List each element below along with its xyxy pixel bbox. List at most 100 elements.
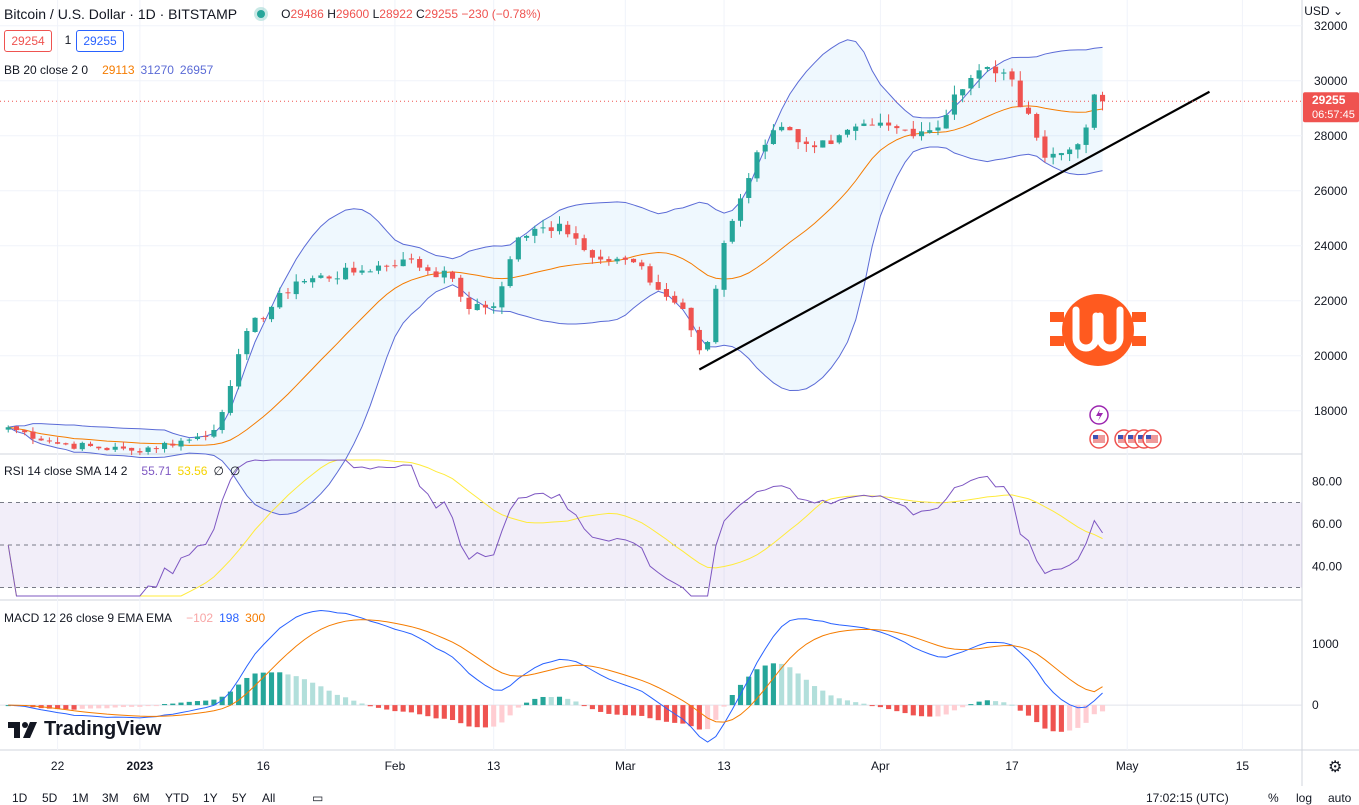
rsi-legend[interactable]: RSI 14 close SMA 14 2 55.71 53.56 ∅ ∅ (4, 464, 240, 478)
macd-hist-bar (482, 705, 488, 728)
macd-hist-bar (770, 663, 776, 706)
currency-select[interactable]: USD ⌄ (1304, 4, 1343, 18)
macd-label: MACD 12 26 close 9 EMA EMA (4, 611, 173, 625)
macd-hist-bar (104, 705, 110, 709)
macd-hist-bar (449, 705, 456, 721)
macd-hist-bar (705, 705, 711, 730)
macd-hist-bar (836, 698, 842, 706)
bb-upper-value: 31270 (140, 63, 174, 77)
candle-body (38, 438, 44, 441)
candle-body (1050, 153, 1056, 158)
macd-hist-bar (310, 682, 316, 706)
macd-hist-bar (910, 705, 916, 716)
tradingview-text: TradingView (44, 718, 162, 740)
candle-body (770, 130, 776, 145)
auto-toggle[interactable]: auto (1328, 791, 1352, 805)
rsi-value: 55.71 (141, 464, 172, 478)
brand-logo-icon (1050, 294, 1146, 366)
macd-hist-bar (548, 697, 554, 706)
macd-hist-bar (581, 705, 587, 707)
macd-hist-bar (556, 696, 563, 706)
market-open-icon (257, 10, 266, 18)
range-5d[interactable]: 5D (42, 791, 58, 805)
macd-hist-bar (630, 705, 637, 716)
macd-hist-bar (1001, 702, 1007, 706)
macd-hist-bar (145, 705, 151, 707)
candle-body (375, 265, 382, 271)
clock-readout[interactable]: 17:02:15 (UTC) (1146, 791, 1229, 805)
macd-hist-bar (688, 705, 694, 727)
range-1y[interactable]: 1Y (203, 791, 218, 805)
macd-hist-bar (713, 705, 719, 720)
sell-button[interactable]: 29254 (4, 30, 52, 52)
candle-body (5, 427, 11, 430)
macd-hist-bar (984, 700, 990, 706)
calendar-icon[interactable]: ▭ (312, 791, 324, 805)
time-tick-label: May (1116, 759, 1139, 773)
macd-hist-bar (795, 673, 801, 706)
candle-body (244, 331, 250, 355)
candle-body (556, 223, 563, 232)
macd-hist-bar (968, 704, 974, 706)
macd-hist-bar (976, 701, 982, 706)
macd-hist-bar (754, 669, 760, 706)
macd-hist-bar (655, 705, 661, 721)
percent-toggle[interactable]: % (1268, 791, 1279, 805)
range-ytd[interactable]: YTD (165, 791, 189, 805)
log-toggle[interactable]: log (1296, 791, 1313, 805)
candle-body (417, 258, 423, 268)
macd-hist-bar (129, 705, 135, 707)
rsi-label: RSI 14 close SMA 14 2 (4, 464, 128, 478)
candle-body (803, 141, 809, 144)
candle-body (227, 386, 233, 413)
range-3m[interactable]: 3M (102, 791, 119, 805)
range-all[interactable]: All (262, 791, 276, 805)
range-5y[interactable]: 5Y (232, 791, 247, 805)
price-tick-label: 28000 (1314, 129, 1348, 143)
candle-body (869, 124, 875, 126)
chevron-down-icon: ⌄ (1332, 4, 1343, 18)
symbol-title[interactable]: Bitcoin / U.S. Dollar · 1D · BITSTAMP (4, 6, 238, 22)
bb-legend[interactable]: BB 20 close 2 0 29113 31270 26957 (4, 63, 213, 77)
macd-hist-bar (1075, 705, 1081, 728)
macd-hist-bar (491, 705, 497, 727)
macd-hist-bar (1034, 705, 1040, 723)
candle-body (1083, 127, 1089, 145)
rsi-tick-label: 80.00 (1312, 474, 1342, 488)
macd-hist-bar (812, 686, 818, 706)
brand-logo-tab (1050, 312, 1064, 322)
range-6m[interactable]: 6M (133, 791, 150, 805)
macd-legend[interactable]: MACD 12 26 close 9 EMA EMA −102 198 300 (4, 611, 265, 625)
price-tick-label: 32000 (1314, 19, 1348, 33)
macd-hist-bar (417, 705, 423, 715)
macd-hist-bar (433, 705, 439, 719)
range-1m[interactable]: 1M (72, 791, 89, 805)
range-1d[interactable]: 1D (12, 791, 28, 805)
macd-tick-label: 1000 (1312, 637, 1339, 651)
macd-hist-bar (162, 704, 168, 706)
macd-hist-bar (639, 705, 645, 716)
us-flag-canton-icon (1146, 435, 1151, 439)
candle-body (622, 257, 628, 260)
time-tick-label: Apr (871, 759, 890, 773)
gear-icon[interactable]: ⚙ (1328, 759, 1343, 776)
macd-hist-bar (762, 665, 768, 706)
us-flag-canton-icon (1128, 435, 1133, 439)
macd-hist-bar (1050, 705, 1056, 732)
macd-hist-bar (935, 705, 941, 717)
candle-body (787, 127, 793, 131)
candle-body (729, 220, 735, 242)
macd-hist-bar (877, 705, 883, 708)
candle-body (499, 286, 505, 308)
macd-hist-bar (367, 705, 373, 707)
macd-hist-bar (828, 695, 834, 706)
candle-body (268, 306, 275, 320)
candle-body (194, 436, 201, 440)
quantity-value: 1 (64, 33, 72, 47)
macd-hist-bar (219, 696, 225, 706)
lightning-glyph-icon (1096, 409, 1103, 421)
buy-button[interactable]: 29255 (76, 30, 124, 52)
price-tick-label: 24000 (1314, 239, 1348, 253)
